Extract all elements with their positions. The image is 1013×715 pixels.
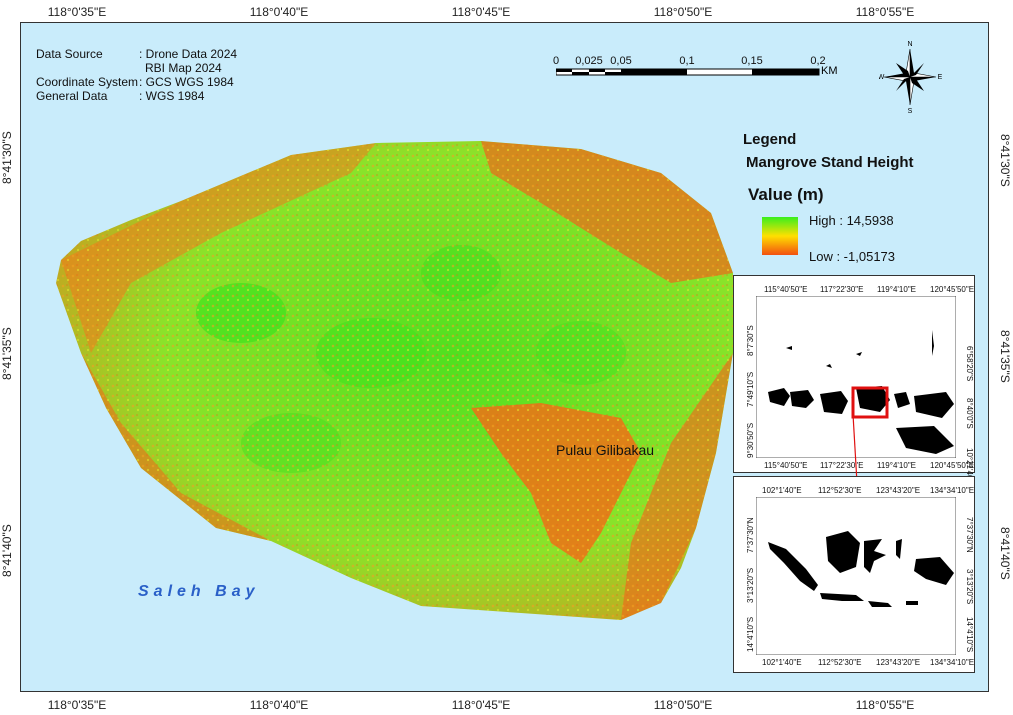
- west-label: W: [879, 74, 885, 81]
- inset2-right-label: 3°13'20"S: [965, 569, 974, 605]
- scale-unit: KM: [821, 65, 838, 77]
- bay-label: Saleh Bay: [138, 583, 260, 600]
- east-label: E: [938, 74, 943, 81]
- inset2-top-label: 123°43'20"E: [876, 486, 921, 495]
- legend-low: Low : -1,05173: [809, 249, 896, 264]
- graticule-top-label: 118°0'45"E: [451, 5, 511, 19]
- scale-tick-label: 0: [552, 55, 560, 67]
- inset1-bottom-label: 115°40'50"E: [764, 461, 808, 470]
- graticule-left-label: 8°41'35"S: [0, 327, 14, 380]
- inset2-top-label: 112°52'30"E: [818, 486, 862, 495]
- inset2-top-label: 134°34'10"E: [930, 486, 975, 495]
- legend-color-ramp: [762, 217, 798, 255]
- general-data-key: General Data: [36, 89, 108, 103]
- metadata-block: Data Source : Drone Data 2024 RBI Map 20…: [36, 47, 266, 109]
- graticule-top-label: 118°0'35"E: [47, 5, 107, 19]
- inset1-bottom-label: 117°22'30"E: [820, 461, 864, 470]
- island-raster: [56, 141, 733, 620]
- graticule-bottom-label: 118°0'45"E: [451, 698, 511, 712]
- inset2-bottom-label: 134°34'10"E: [930, 658, 975, 667]
- map-frame: Data Source : Drone Data 2024 RBI Map 20…: [20, 22, 989, 692]
- island-label: Pulau Gilibakau: [556, 442, 655, 458]
- general-data-value: : WGS 1984: [139, 89, 205, 103]
- inset2-bottom-label: 123°43'20"E: [876, 658, 921, 667]
- data-source-key: Data Source: [36, 47, 103, 61]
- inset2-left-label: 3°13'20"S: [746, 567, 755, 603]
- graticule-right-label: 8°41'40"S: [998, 527, 1012, 580]
- graticule-top-label: 118°0'55"E: [855, 5, 915, 19]
- inset1-bottom-label: 119°4'10"E: [877, 461, 917, 470]
- north-label: N: [907, 41, 912, 48]
- scale-bar-graphic: [556, 68, 820, 76]
- inset2-top-label: 102°1'40"E: [762, 486, 802, 495]
- inset2-bottom-label: 112°52'30"E: [818, 658, 862, 667]
- inset2-left-label: 14°4'10"S: [746, 616, 755, 652]
- graticule-bottom-label: 118°0'55"E: [855, 698, 915, 712]
- inset2-bottom-label: 102°1'40"E: [762, 658, 802, 667]
- legend-high: High : 14,5938: [809, 213, 894, 228]
- inset1-top-label: 119°4'10"E: [877, 285, 917, 294]
- legend-value-label: Value (m): [748, 185, 824, 204]
- inset1-bottom-label: 120°45'50"E: [930, 461, 975, 470]
- graticule-left-label: 8°41'40"S: [0, 524, 14, 577]
- graticule-right-label: 8°41'35"S: [998, 330, 1012, 383]
- north-arrow-icon: N S E W: [879, 41, 943, 115]
- inset2-right-label: 14°4'10"S: [965, 617, 974, 653]
- scale-tick-label: 0,2: [810, 55, 826, 67]
- graticule-top-label: 118°0'40"E: [249, 5, 309, 19]
- inset1-top-label: 120°45'50"E: [930, 285, 975, 294]
- graticule-bottom-label: 118°0'35"E: [47, 698, 107, 712]
- south-label: S: [908, 108, 913, 115]
- coordinate-system-value: : GCS WGS 1984: [139, 75, 234, 89]
- inset1-top-label: 115°40'50"E: [764, 285, 808, 294]
- inset2-left-label: 7°37'30"N: [746, 517, 755, 553]
- graticule-bottom-label: 118°0'50"E: [653, 698, 713, 712]
- inset1-top-label: 117°22'30"E: [820, 285, 864, 294]
- data-source-value: : Drone Data 2024: [139, 47, 238, 61]
- inset1-map-graphic: [756, 296, 956, 458]
- data-source-value-2: RBI Map 2024: [145, 61, 222, 75]
- graticule-top-label: 118°0'50"E: [653, 5, 713, 19]
- scale-tick-label: 0,1: [679, 55, 695, 67]
- inset2-right-label: 7°37'30"N: [965, 517, 974, 553]
- inset2-map-graphic: [756, 497, 956, 655]
- coordinate-system-key: Coordinate System: [36, 75, 139, 89]
- scale-tick-label: 0,05: [610, 55, 632, 67]
- graticule-bottom-label: 118°0'40"E: [249, 698, 309, 712]
- inset-map-national: 102°1'40"E 112°52'30"E 123°43'20"E 134°3…: [733, 476, 975, 673]
- graticule-right-label: 8°41'30"S: [998, 134, 1012, 187]
- scale-tick-label: 0,025: [575, 55, 603, 67]
- legend-title: Legend: [743, 131, 797, 148]
- legend-subtitle: Mangrove Stand Height: [746, 154, 914, 171]
- scale-tick-label: 0,15: [741, 55, 763, 67]
- graticule-left-label: 8°41'30"S: [0, 131, 14, 184]
